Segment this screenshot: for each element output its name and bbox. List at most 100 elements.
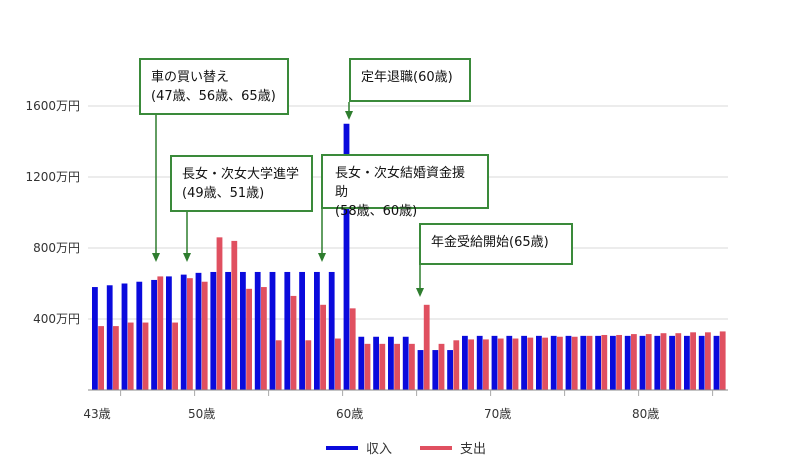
income-bar-80 bbox=[639, 335, 646, 390]
annotation-arrow-head bbox=[345, 111, 353, 120]
expense-bar-57 bbox=[305, 340, 312, 390]
x-tick-label: 50歳 bbox=[188, 407, 215, 421]
expense-bar-74 bbox=[557, 336, 563, 390]
y-tick-label: 1600万円 bbox=[25, 99, 80, 113]
expense-bar-81 bbox=[660, 333, 667, 390]
expense-bar-46 bbox=[142, 322, 149, 390]
income-bar-52 bbox=[225, 271, 231, 390]
y-tick-label: 1200万円 bbox=[25, 170, 80, 184]
expense-bar-78 bbox=[616, 334, 622, 390]
annotation-pension: 年金受給開始(65歳) bbox=[419, 223, 573, 265]
income-bar-53 bbox=[240, 271, 246, 390]
expense-bar-58 bbox=[320, 304, 326, 390]
expense-bar-76 bbox=[586, 335, 593, 390]
legend-swatch-expense bbox=[420, 445, 452, 450]
income-bar-45 bbox=[121, 283, 128, 390]
income-bar-74 bbox=[550, 335, 557, 390]
expense-bar-56 bbox=[290, 295, 297, 390]
income-bar-58 bbox=[314, 271, 320, 390]
income-bar-72 bbox=[521, 335, 527, 390]
expense-bar-53 bbox=[246, 288, 252, 390]
income-bar-81 bbox=[654, 335, 661, 390]
legend-label-expense: 支出 bbox=[460, 442, 487, 457]
expense-bar-64 bbox=[409, 343, 415, 390]
expense-bar-71 bbox=[512, 338, 519, 390]
annotation-retirement: 定年退職(60歳) bbox=[349, 58, 471, 102]
expense-bar-66 bbox=[438, 343, 445, 390]
expense-bar-63 bbox=[394, 343, 400, 390]
expense-bar-51 bbox=[216, 237, 223, 390]
income-bar-50 bbox=[195, 272, 202, 390]
income-bar-57 bbox=[299, 271, 305, 390]
annotation-car-replacement: 車の買い替え (47歳、56歳、65歳) bbox=[139, 58, 289, 115]
x-tick-label: 80歳 bbox=[632, 407, 659, 421]
expense-bar-72 bbox=[527, 337, 534, 390]
income-bar-65 bbox=[417, 350, 424, 390]
income-bar-61 bbox=[358, 336, 365, 390]
x-tick-label: 60歳 bbox=[336, 407, 363, 421]
legend-label-income: 収入 bbox=[366, 442, 393, 457]
expense-bar-47 bbox=[157, 276, 164, 390]
expense-bar-65 bbox=[423, 304, 430, 390]
expense-bar-52 bbox=[231, 240, 238, 390]
income-bar-85 bbox=[713, 335, 720, 390]
expense-bar-68 bbox=[468, 339, 474, 390]
income-bar-59 bbox=[328, 271, 335, 390]
expense-bar-60 bbox=[349, 308, 356, 390]
income-bar-63 bbox=[388, 336, 394, 390]
income-bar-48 bbox=[166, 276, 172, 390]
legend-item-income: 収入 bbox=[326, 438, 392, 457]
y-tick-label: 400万円 bbox=[33, 312, 80, 326]
income-bar-82 bbox=[669, 335, 675, 390]
annotation-arrow-head bbox=[152, 253, 160, 262]
income-bar-84 bbox=[698, 335, 705, 390]
income-bar-46 bbox=[136, 281, 143, 390]
expense-bar-61 bbox=[364, 343, 371, 390]
income-bar-56 bbox=[284, 271, 291, 390]
expense-bar-44 bbox=[113, 326, 119, 390]
expense-bar-55 bbox=[275, 340, 282, 390]
income-bar-67 bbox=[447, 350, 453, 390]
expense-bar-82 bbox=[675, 333, 682, 390]
income-bar-66 bbox=[432, 350, 439, 390]
expense-bar-83 bbox=[690, 332, 696, 390]
expense-bar-59 bbox=[335, 338, 341, 390]
annotation-marriage-support: 長女・次女結婚資金援助 (58歳、60歳) bbox=[321, 154, 489, 219]
expense-bar-43 bbox=[98, 326, 104, 390]
expense-bar-45 bbox=[127, 322, 134, 390]
expense-bar-49 bbox=[187, 278, 193, 390]
expense-bar-75 bbox=[571, 336, 578, 390]
income-bar-73 bbox=[536, 335, 542, 390]
x-tick-label: 70歳 bbox=[484, 407, 511, 421]
income-bar-47 bbox=[151, 279, 157, 390]
legend: 収入 支出 bbox=[0, 438, 795, 458]
income-bar-62 bbox=[373, 336, 379, 390]
expense-bar-85 bbox=[719, 331, 726, 390]
income-bar-60 bbox=[343, 123, 350, 390]
expense-bar-50 bbox=[201, 281, 208, 390]
income-bar-64 bbox=[402, 336, 409, 390]
legend-item-expense: 支出 bbox=[420, 438, 486, 457]
expense-bar-77 bbox=[601, 334, 608, 390]
expense-bar-69 bbox=[483, 339, 489, 390]
expense-bar-67 bbox=[453, 340, 460, 390]
x-tick-label: 43歳 bbox=[83, 407, 110, 421]
expense-bar-62 bbox=[379, 343, 386, 390]
income-bar-79 bbox=[624, 335, 631, 390]
income-bar-76 bbox=[580, 335, 587, 390]
income-bar-54 bbox=[254, 271, 261, 390]
legend-swatch-income bbox=[326, 445, 358, 450]
income-bar-51 bbox=[210, 271, 217, 390]
expense-bar-73 bbox=[542, 337, 548, 390]
expense-bar-84 bbox=[705, 332, 711, 390]
income-bar-71 bbox=[506, 335, 513, 390]
income-bar-83 bbox=[684, 335, 690, 390]
annotation-arrow-head bbox=[183, 253, 191, 262]
income-bar-49 bbox=[180, 274, 187, 390]
income-bar-69 bbox=[476, 335, 483, 390]
y-tick-label: 800万円 bbox=[33, 241, 80, 255]
annotation-arrow-head bbox=[318, 253, 326, 262]
annotation-university: 長女・次女大学進学 (49歳、51歳) bbox=[170, 155, 313, 212]
annotation-arrow-head bbox=[416, 288, 424, 297]
